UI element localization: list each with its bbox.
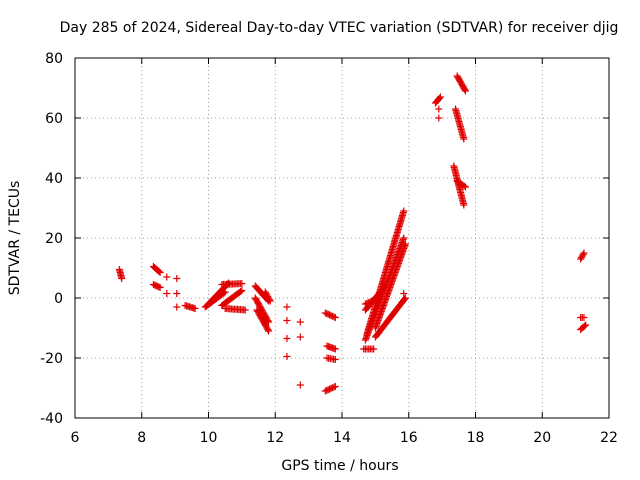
data-point bbox=[261, 288, 269, 296]
data-points bbox=[115, 72, 590, 395]
x-tick-label: 14 bbox=[333, 430, 351, 446]
data-point bbox=[296, 333, 304, 341]
data-point bbox=[401, 240, 409, 248]
data-point bbox=[580, 249, 588, 257]
x-tick-label: 6 bbox=[71, 430, 80, 446]
data-point bbox=[436, 93, 444, 101]
data-point bbox=[577, 254, 585, 261]
data-point bbox=[400, 234, 408, 242]
data-point bbox=[369, 297, 377, 305]
data-point bbox=[283, 303, 291, 311]
x-tick-label: 20 bbox=[533, 430, 551, 446]
data-point bbox=[435, 105, 443, 113]
data-point bbox=[400, 290, 408, 297]
data-point bbox=[461, 86, 469, 94]
data-point bbox=[283, 317, 291, 324]
data-point bbox=[375, 294, 383, 302]
data-point bbox=[191, 305, 199, 312]
y-tick-label: -20 bbox=[40, 351, 63, 367]
data-point bbox=[331, 383, 339, 390]
data-point bbox=[238, 280, 246, 288]
data-point bbox=[331, 314, 339, 321]
y-tick-label: 0 bbox=[54, 291, 63, 307]
data-point bbox=[361, 300, 369, 308]
x-axis-label: GPS time / hours bbox=[281, 458, 398, 474]
data-point bbox=[330, 313, 338, 321]
data-point bbox=[330, 383, 338, 391]
data-point bbox=[118, 275, 126, 282]
data-point bbox=[262, 290, 270, 297]
data-point bbox=[367, 297, 375, 305]
data-point bbox=[265, 294, 273, 302]
data-point bbox=[155, 268, 163, 275]
data-point bbox=[373, 295, 381, 303]
x-tick-labels: 6 8 10 12 14 16 18 20 22 bbox=[71, 430, 618, 446]
data-point bbox=[400, 207, 408, 215]
x-tick-label: 10 bbox=[200, 430, 218, 446]
data-point bbox=[582, 321, 590, 329]
data-point bbox=[156, 284, 164, 291]
data-point bbox=[461, 183, 469, 191]
data-point bbox=[577, 255, 585, 263]
data-point bbox=[238, 287, 246, 294]
data-point bbox=[241, 306, 249, 314]
data-point bbox=[372, 295, 380, 303]
data-point bbox=[363, 299, 371, 307]
data-point bbox=[266, 297, 274, 305]
data-point bbox=[460, 201, 468, 209]
x-tick-label: 18 bbox=[467, 430, 485, 446]
data-point bbox=[370, 345, 378, 353]
data-point bbox=[283, 335, 291, 342]
y-tick-label: -40 bbox=[40, 411, 63, 427]
data-point bbox=[283, 353, 291, 360]
data-point bbox=[400, 295, 408, 303]
x-tick-label: 22 bbox=[600, 430, 618, 446]
y-tick-label: 80 bbox=[45, 51, 63, 67]
x-tick-label: 16 bbox=[400, 430, 418, 446]
y-axis-label: SDTVAR / TECUs bbox=[7, 181, 23, 296]
y-tick-label: 60 bbox=[45, 111, 63, 127]
data-point bbox=[237, 287, 245, 295]
data-point bbox=[580, 322, 588, 330]
data-point bbox=[296, 318, 304, 326]
data-point bbox=[461, 87, 469, 95]
plot-frame bbox=[74, 57, 610, 419]
data-point bbox=[580, 314, 588, 321]
data-point bbox=[370, 296, 378, 304]
data-point bbox=[263, 291, 271, 299]
data-point bbox=[264, 326, 272, 334]
data-point bbox=[163, 273, 171, 281]
chart-title: Day 285 of 2024, Sidereal Day-to-day VTE… bbox=[60, 20, 619, 36]
data-point bbox=[460, 135, 468, 143]
data-point bbox=[265, 296, 273, 303]
data-point bbox=[265, 327, 273, 335]
x-tick-label: 8 bbox=[137, 430, 146, 446]
data-point bbox=[401, 294, 409, 302]
data-point bbox=[264, 293, 272, 300]
data-point bbox=[579, 251, 587, 258]
y-tick-labels: -40 -20 0 20 40 60 80 bbox=[40, 51, 63, 427]
data-point bbox=[435, 114, 443, 122]
x-tick-label: 12 bbox=[266, 430, 284, 446]
data-point bbox=[435, 94, 443, 102]
y-tick-label: 20 bbox=[45, 231, 63, 247]
data-point bbox=[173, 303, 181, 311]
data-point bbox=[364, 299, 372, 307]
y-tick-label: 40 bbox=[45, 171, 63, 187]
data-point bbox=[163, 290, 171, 297]
data-point bbox=[578, 252, 586, 260]
data-point bbox=[173, 290, 181, 297]
data-point bbox=[173, 275, 181, 282]
data-point bbox=[156, 269, 164, 276]
data-point bbox=[296, 381, 304, 389]
data-point bbox=[264, 317, 272, 325]
data-point bbox=[331, 356, 339, 363]
data-point bbox=[331, 345, 339, 353]
grid bbox=[75, 58, 609, 418]
data-point bbox=[460, 182, 468, 190]
data-point bbox=[366, 298, 374, 306]
